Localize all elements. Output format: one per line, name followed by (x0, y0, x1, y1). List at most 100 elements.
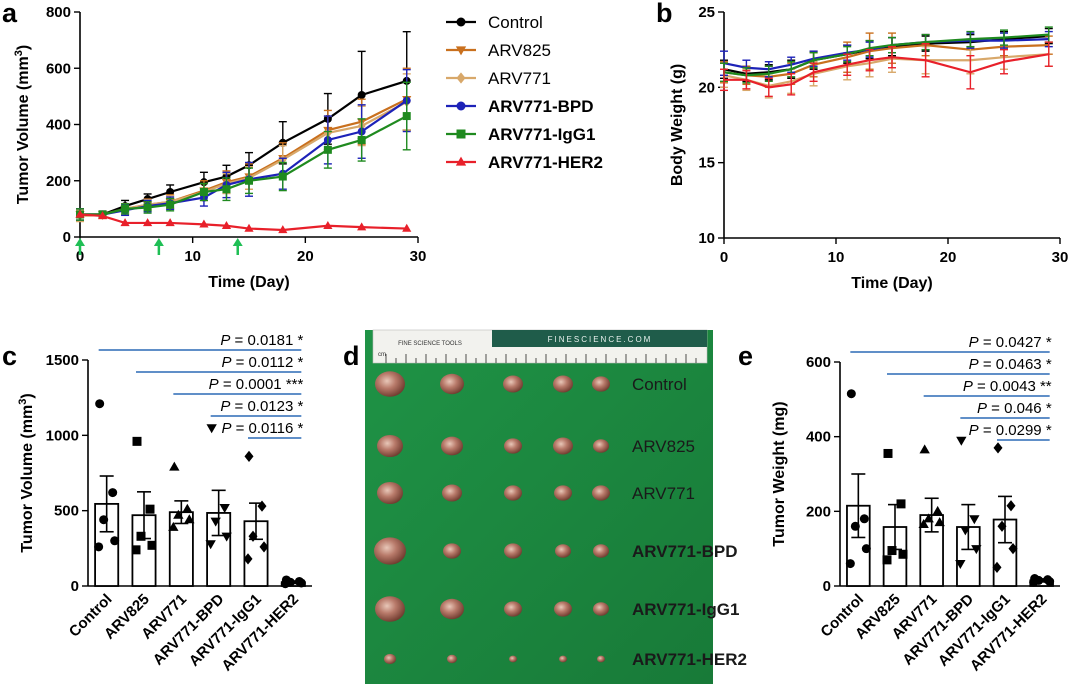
legend-label: Control (488, 13, 543, 32)
tumor (440, 598, 464, 620)
data-point (94, 542, 104, 552)
legend-marker (455, 46, 467, 56)
legend-item-arv771-her2: ARV771-HER2 (446, 153, 603, 172)
data-point (199, 188, 208, 196)
data-point (1029, 577, 1039, 587)
panel-a-legend: Control ARV825 ARV771 ARV771-BPD ARV771-IgG1… (446, 13, 603, 172)
tumor (553, 375, 573, 393)
data-point (932, 505, 943, 515)
x-tick-label: 10 (184, 248, 201, 265)
tumor (593, 544, 609, 558)
data-point (248, 530, 258, 542)
data-point (206, 424, 217, 434)
data-point (993, 442, 1003, 454)
p-value-label: P = 0.0001 *** (209, 376, 304, 393)
data-point (923, 513, 934, 523)
x-tick-label: 0 (76, 248, 84, 265)
legend-marker (455, 156, 467, 166)
bar-group-arv771-bpd (955, 436, 982, 587)
data-point (402, 112, 411, 121)
significance-bracket: P = 0.0427 * (850, 334, 1052, 353)
tumor (440, 373, 464, 395)
bar-group-arv771 (168, 461, 195, 587)
bar-group-arv771-bpd (205, 424, 232, 587)
tumor-row-arv771-bpd (374, 537, 609, 565)
tumor (553, 437, 573, 455)
data-point (99, 515, 109, 525)
data-point (97, 211, 108, 220)
ruler-brand-band (492, 330, 707, 347)
data-point (850, 521, 860, 531)
y-tick-label: 600 (46, 60, 71, 77)
photo-row-label: ARV771-IgG1 (632, 600, 739, 619)
legend-label: ARV771-BPD (488, 97, 594, 116)
significance-bracket: P = 0.0043 ** (923, 378, 1052, 397)
y-tick-label: 20 (698, 79, 715, 96)
tumor (554, 601, 572, 617)
data-point (861, 544, 871, 554)
y-tick-label: 25 (698, 4, 715, 21)
data-point (259, 541, 269, 553)
y-axis-title: Tumor Volume (mm3) (13, 45, 32, 204)
tumor (554, 485, 572, 501)
x-tick-label: 0 (720, 249, 728, 266)
series-arv825 (75, 67, 412, 221)
legend-label: ARV771-IgG1 (488, 125, 595, 144)
tumor (597, 655, 605, 663)
tumor-row-arv771-her2 (384, 653, 605, 665)
data-point (918, 519, 929, 528)
data-point (136, 531, 146, 541)
data-point (882, 555, 892, 565)
data-point (244, 223, 254, 232)
data-point (244, 450, 254, 463)
data-point (132, 436, 142, 446)
treatment-arrow-icon (75, 238, 85, 255)
data-point (357, 135, 366, 144)
data-point (883, 448, 893, 458)
tumor (384, 653, 396, 665)
tumor (592, 376, 610, 392)
series-arv771-her2 (75, 209, 412, 234)
p-value-label: P = 0.0463 * (969, 356, 1052, 373)
data-point (956, 436, 967, 446)
tumor-row-control (375, 371, 610, 397)
data-point (323, 220, 333, 229)
data-point (75, 209, 85, 218)
panel-label-c: c (2, 341, 17, 371)
tumor-row-arv771 (377, 481, 610, 505)
significance-bracket: P = 0.0299 * (969, 422, 1052, 441)
data-point (95, 399, 105, 409)
panel-b-body-weight-chart: 10 15 20 25 0 10 20 30 Time (Day) Body Weight (g) (669, 4, 1068, 292)
data-point (992, 561, 1002, 573)
tumor (504, 485, 522, 501)
y-axis-title: Tumor Volume (mm3) (17, 393, 36, 552)
photo-background (365, 330, 713, 684)
y-tick-label: 1500 (46, 352, 79, 369)
y-tick-label: 0 (63, 229, 71, 246)
series-line (80, 79, 408, 216)
data-point (280, 579, 290, 589)
data-point (245, 176, 253, 185)
data-point (222, 185, 231, 194)
p-value-label: P = 0.0112 * (221, 354, 303, 371)
photo-row-label: Control (632, 375, 687, 394)
treatment-arrow-icon (153, 238, 164, 255)
tumor (504, 543, 522, 559)
data-point (108, 488, 118, 498)
data-point (919, 444, 930, 454)
legend-label: ARV771 (488, 69, 551, 88)
y-axis-title: Body Weight (g) (669, 64, 686, 186)
bar-group-control (845, 389, 871, 587)
y-tick-label: 200 (806, 503, 831, 520)
data-point (184, 514, 195, 524)
panel-label-a: a (2, 0, 18, 28)
data-point (210, 517, 221, 527)
data-point (147, 540, 157, 550)
significance-bracket: P = 0.046 * (960, 400, 1052, 419)
ruler: FINESCIENCE.COM FINE SCIENCE TOOLS cm (372, 329, 708, 364)
y-tick-label: 10 (698, 230, 715, 247)
tumor (443, 543, 461, 559)
